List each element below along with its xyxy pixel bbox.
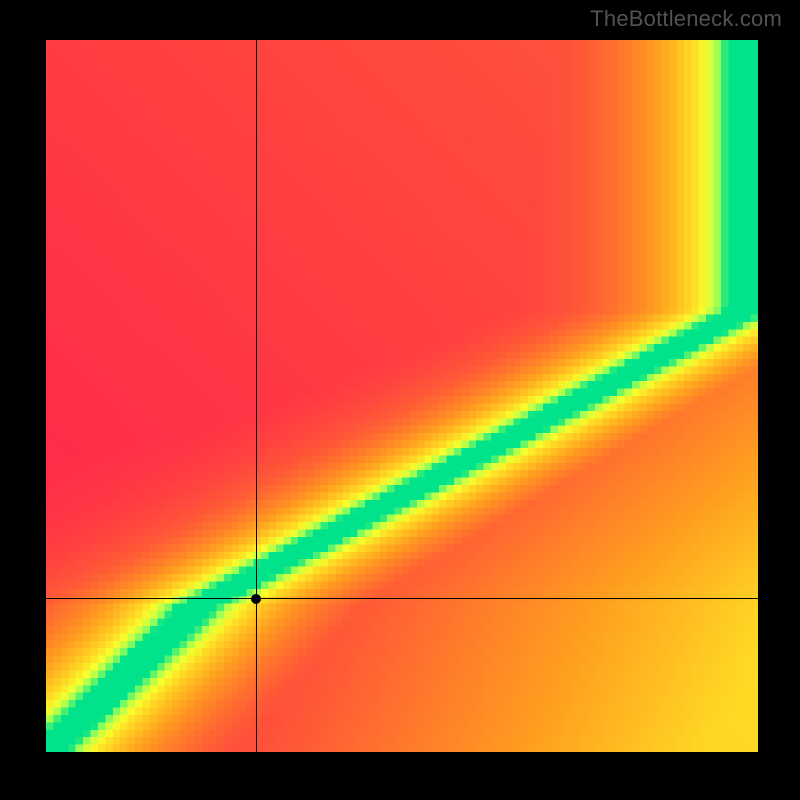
chart-container: TheBottleneck.com (0, 0, 800, 800)
heatmap-plot (46, 40, 758, 752)
crosshair-horizontal (46, 598, 758, 599)
watermark-text: TheBottleneck.com (590, 6, 782, 32)
crosshair-point (251, 594, 261, 604)
crosshair-vertical (256, 40, 257, 752)
